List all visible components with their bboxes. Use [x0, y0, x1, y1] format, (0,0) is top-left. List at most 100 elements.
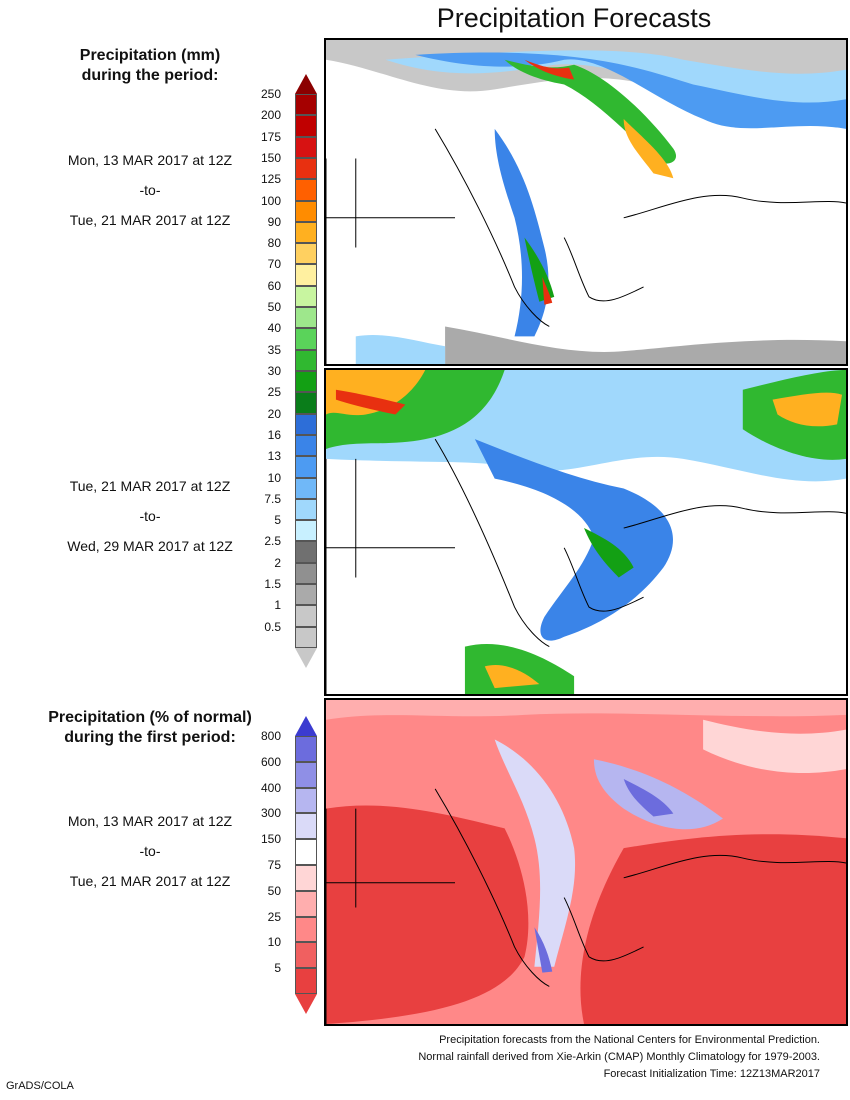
mm-legend-title: Precipitation (mm) during the period:: [0, 46, 300, 86]
mm-legend-tick-label: 35: [267, 342, 281, 357]
mm-legend-tick-label: 7.5: [264, 491, 281, 506]
mm-legend-tick-label: 125: [260, 172, 281, 187]
mm-legend-tick-label: 200: [260, 108, 281, 123]
mm-legend-color-box: [295, 264, 317, 286]
pct-legend-color-box: [295, 839, 317, 865]
period3-end: Tue, 21 MAR 2017 at 12Z: [69, 873, 231, 889]
mm-legend-tick-label: 5: [274, 513, 281, 528]
mm-legend-tick-label: 10: [267, 470, 281, 485]
mm-legend-color-box: [295, 307, 317, 329]
pct-legend-color-box: [295, 787, 317, 814]
pct-legend-tick-label: 5: [274, 961, 281, 976]
mm-legend-color-box: [295, 371, 317, 393]
mm-color-bar: 250 200 175 150 125 100 90 80 70 60 50 40 35 30 25 20 16…: [261, 74, 317, 668]
map-panel-week1: [324, 38, 848, 366]
mm-legend-tick-label: 2.5: [264, 534, 281, 549]
pct-legend-tick-label: 400: [260, 780, 281, 795]
pct-legend-color-box: [295, 736, 317, 762]
pct-legend-tick-label: 50: [267, 883, 281, 898]
mm-legend-color-box: [295, 605, 317, 627]
mm-legend-color-box: [295, 626, 317, 648]
pct-legend-tick-label: 800: [260, 729, 281, 743]
mm-legend-tick-label: 30: [267, 364, 281, 378]
pct-legend-title-line1: Precipitation (% of normal): [48, 709, 252, 726]
pct-legend-tick-label: 150: [260, 832, 281, 847]
precip-map-week2: [326, 370, 846, 694]
pct-legend-color-box: [295, 813, 317, 840]
pct-legend-title: Precipitation (% of normal) during the f…: [0, 708, 300, 748]
mm-legend-tick-label: 90: [267, 214, 281, 229]
mm-legend-tick-label: 60: [267, 278, 281, 293]
mm-legend-bottom-arrow: [295, 648, 317, 668]
mm-legend-title-line2: during the period:: [81, 67, 219, 84]
mm-legend-tick-label: 40: [267, 321, 281, 336]
mm-legend-color-box: [295, 243, 317, 265]
pct-legend-bottom-arrow: [295, 994, 317, 1014]
mm-legend-tick-label: 80: [267, 236, 281, 251]
pct-legend-top-arrow: [295, 716, 317, 736]
pct-legend-color-box: [295, 761, 317, 788]
map-panel-percent-normal: [324, 698, 848, 1026]
mm-legend-color-box: [295, 562, 317, 585]
pct-legend-color-box: [295, 890, 317, 917]
mm-legend-tick-label: 175: [260, 129, 281, 144]
mm-legend-color-box: [295, 541, 317, 563]
mm-legend-tick-label: 50: [267, 300, 281, 315]
percent-normal-map: [326, 700, 846, 1024]
mm-legend-color-box: [295, 157, 317, 180]
pct-legend-tick-label: 25: [267, 909, 281, 924]
mm-legend-tick-label: 16: [267, 427, 281, 442]
mm-legend-tick-label: 1: [274, 598, 281, 613]
map-panel-week2: [324, 368, 848, 696]
mm-legend-tick-label: 70: [267, 257, 281, 272]
pct-legend-color-box: [295, 865, 317, 891]
page-title: Precipitation Forecasts: [436, 3, 712, 33]
pct-legend-tick-label: 300: [260, 806, 281, 821]
mm-legend-color-box: [295, 200, 317, 222]
credit-label: GrADS/COLA: [6, 1080, 74, 1092]
pct-legend-color-box: [295, 916, 317, 943]
mm-legend-color-box: [295, 285, 317, 308]
period1-start: Mon, 13 MAR 2017 at 12Z: [67, 152, 233, 168]
mm-legend-tick-label: 150: [260, 150, 281, 165]
mm-legend-color-box: [295, 584, 317, 606]
period3-start: Mon, 13 MAR 2017 at 12Z: [67, 813, 233, 829]
period1-to: -to-: [139, 182, 161, 198]
mm-legend-color-box: [295, 520, 317, 542]
footer: Precipitation forecasts from the Nationa…: [320, 1032, 820, 1083]
pct-legend-tick-label: 75: [267, 858, 281, 872]
pct-legend-title-line2: during the first period:: [64, 729, 236, 746]
mm-legend-tick-label: 20: [267, 406, 281, 421]
period3-to: -to-: [139, 843, 161, 859]
mm-legend-tick-label: 1.5: [264, 577, 281, 592]
period2-end: Wed, 29 MAR 2017 at 12Z: [67, 538, 233, 554]
mm-legend-tick-label: 13: [267, 449, 281, 464]
mm-legend-color-box: [295, 413, 317, 435]
mm-legend-tick-label: 100: [260, 193, 281, 208]
precip-map-week1: [326, 40, 846, 364]
footer-line1: Precipitation forecasts from the Nationa…: [439, 1034, 820, 1046]
mm-legend-color-box: [295, 434, 317, 457]
mm-legend-tick-label: 2: [274, 555, 281, 570]
pct-legend-tick-label: 10: [267, 935, 281, 950]
mm-legend-color-box: [295, 94, 317, 116]
pct-color-bar: 800 600 400 300 150 75 50 25 10 5: [261, 716, 317, 1014]
mm-legend-color-box: [295, 179, 317, 201]
period2-to: -to-: [139, 508, 161, 524]
mm-legend-tick-label: 250: [260, 87, 281, 101]
mm-legend-title-line1: Precipitation (mm): [79, 47, 221, 64]
mm-legend-tick-label: 0.5: [264, 619, 281, 634]
footer-line3: Forecast Initialization Time: 12Z13MAR20…: [603, 1068, 820, 1080]
mm-legend-color-box: [295, 328, 317, 350]
footer-line2: Normal rainfall derived from Xie-Arkin (…: [418, 1051, 820, 1063]
mm-legend-color-box: [295, 115, 317, 137]
mm-legend-color-box: [295, 456, 317, 478]
mm-legend-color-box: [295, 136, 317, 158]
mm-legend-color-box: [295, 498, 317, 521]
period1-end: Tue, 21 MAR 2017 at 12Z: [69, 212, 231, 228]
pct-legend-tick-label: 600: [260, 754, 281, 769]
period2-start: Tue, 21 MAR 2017 at 12Z: [69, 478, 231, 494]
mm-legend-color-box: [295, 221, 317, 244]
pct-legend-color-box: [295, 968, 317, 994]
mm-legend-color-box: [295, 477, 317, 499]
